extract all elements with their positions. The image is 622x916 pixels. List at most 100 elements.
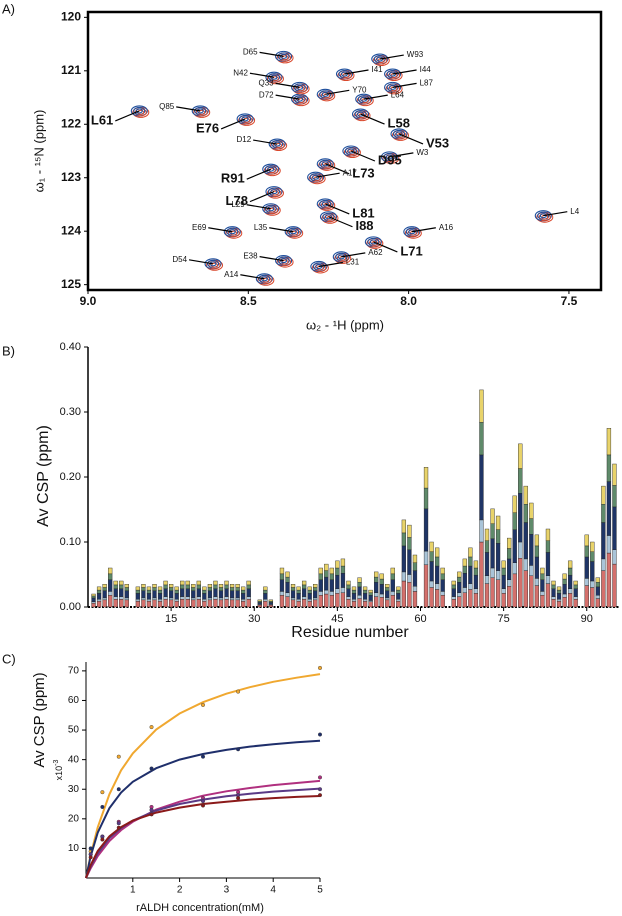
bar-segment — [385, 597, 390, 601]
peak — [262, 163, 281, 177]
bar-segment — [207, 587, 213, 591]
peak — [291, 93, 310, 107]
bar-segment — [213, 596, 218, 600]
peak-label: L81 — [352, 205, 374, 220]
bar-segment — [606, 552, 612, 608]
bar-segment — [396, 593, 401, 600]
bar-segment — [113, 580, 118, 586]
bar-segment — [191, 590, 196, 599]
bar-segment — [285, 571, 290, 578]
leader-line — [325, 89, 350, 95]
bar-segment — [146, 593, 152, 600]
data-point — [116, 754, 121, 759]
bar-segment — [241, 586, 246, 591]
bar-segment — [595, 582, 600, 588]
bar-segment — [407, 524, 412, 538]
bar-segment — [335, 567, 340, 576]
fit-curve — [85, 787, 321, 879]
leader-line — [328, 216, 353, 228]
x-tick-label: 7.5 — [561, 294, 578, 308]
bar-segment — [340, 587, 346, 593]
leader-line — [325, 163, 350, 175]
peak — [316, 198, 336, 211]
peak-label: Q85 — [159, 102, 175, 111]
leader-line — [259, 51, 284, 57]
bar-segment — [462, 558, 467, 567]
peak — [335, 68, 355, 82]
bar-segment — [113, 588, 118, 597]
bar-segment — [229, 590, 235, 599]
x-tick-label: 90 — [581, 613, 593, 625]
peak-label: L58 — [388, 116, 410, 131]
peak-label: L35 — [254, 223, 268, 232]
peak — [364, 236, 384, 249]
bar-segment — [202, 589, 207, 594]
peak-label: L4 — [570, 207, 579, 216]
bar-segment — [479, 389, 484, 423]
bar-segment — [479, 454, 484, 521]
peak — [275, 255, 294, 268]
bar-segment — [451, 596, 456, 600]
bar-segment — [501, 560, 506, 569]
bar-segment — [257, 604, 262, 608]
bar-segment — [124, 590, 129, 599]
bar-segment — [218, 590, 224, 599]
peak-label: L87 — [420, 78, 434, 87]
peak-label: A16 — [439, 223, 454, 232]
peak — [130, 105, 150, 118]
bar-segment — [601, 504, 606, 523]
bar-segment — [545, 528, 551, 541]
bar-segment — [313, 584, 318, 588]
bar-segment — [501, 593, 506, 608]
bar-segment — [512, 529, 517, 564]
bar-segment — [507, 558, 512, 580]
bar-segment — [612, 549, 617, 565]
y-tick-label: 122 — [61, 116, 81, 130]
bar-segment — [523, 570, 528, 608]
bar-segment — [290, 587, 296, 591]
bar-segment — [168, 599, 174, 608]
bar-segment — [279, 591, 285, 596]
bar-segment — [368, 595, 373, 601]
leader-line — [398, 133, 424, 145]
bar-segment — [540, 567, 545, 575]
bar-segment — [590, 580, 595, 588]
peak — [342, 145, 361, 158]
bar-segment — [556, 586, 562, 591]
bar-segment — [257, 602, 262, 605]
peak — [384, 81, 403, 95]
bar-segment — [545, 575, 551, 584]
bar-segment — [518, 443, 523, 469]
contour — [321, 201, 329, 207]
bar-segment — [556, 593, 562, 600]
peak-label: Q33 — [258, 78, 274, 87]
bar-segment — [490, 523, 495, 539]
bar-segment — [307, 599, 312, 602]
fit-curve — [85, 795, 321, 879]
bar-segment — [529, 565, 534, 577]
leader-line — [220, 118, 246, 130]
bar-segment — [229, 599, 235, 608]
contour — [267, 166, 275, 172]
bar-segment — [108, 591, 113, 596]
bar-segment — [346, 596, 351, 600]
data-point — [318, 775, 323, 780]
bar-segment — [407, 574, 412, 583]
bar-segment — [484, 540, 490, 553]
bar-segment — [507, 537, 512, 549]
bar-segment — [313, 599, 318, 608]
bar-segment — [340, 592, 346, 608]
bar-segment — [556, 599, 562, 602]
bar-segment — [324, 593, 329, 608]
bar-segment — [379, 593, 384, 598]
data-point — [200, 799, 205, 804]
bar-segment — [451, 580, 456, 586]
bar-segment — [96, 600, 102, 608]
peak — [307, 171, 326, 185]
bar-segment — [235, 587, 240, 591]
leader-line — [318, 261, 343, 268]
peak — [284, 226, 304, 239]
peak-label: Y70 — [352, 85, 367, 94]
bar-segment — [224, 580, 229, 586]
bar-segment — [91, 595, 96, 599]
